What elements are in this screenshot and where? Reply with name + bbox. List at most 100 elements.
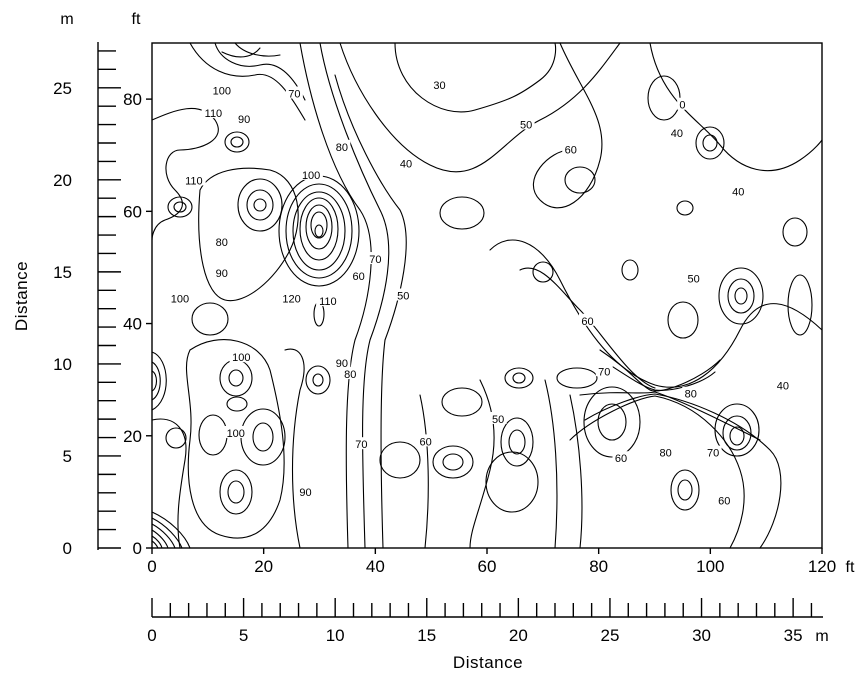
- contour-label: 60: [419, 436, 431, 448]
- contour-label-bg: [657, 445, 675, 458]
- contour-label-bg: [182, 173, 206, 186]
- contour-label: 60: [565, 145, 577, 157]
- contour-line: [556, 367, 598, 389]
- y-m-tick-label: 0: [63, 539, 72, 558]
- x-ft-tick-labels: 0 20 40 60 80 100 120: [147, 557, 836, 576]
- contour-line: [284, 348, 305, 549]
- contour-line: [151, 517, 183, 549]
- contour-line: [185, 339, 285, 539]
- contour-line: [227, 480, 245, 504]
- contour-label: 60: [581, 316, 593, 328]
- contour-line: [695, 126, 725, 160]
- contour-line: [253, 198, 267, 212]
- contour-line: [532, 261, 554, 283]
- contour-label-bg: [352, 437, 370, 450]
- contour-line: [319, 42, 390, 549]
- contour-label-bg: [316, 294, 340, 307]
- contour-label-bg: [704, 445, 722, 458]
- contour-label-bg: [682, 386, 700, 399]
- contour-line: [579, 391, 761, 441]
- contour-line: [305, 204, 333, 250]
- contour-line: [677, 479, 693, 501]
- contour-label-bg: [677, 97, 688, 110]
- y-ft-tick-label: 80: [123, 90, 142, 109]
- contour-label-bg: [489, 411, 507, 424]
- contour-line: [569, 394, 583, 549]
- contour-line: [191, 302, 229, 336]
- contour-line: [621, 259, 639, 281]
- x-ft-unit: ft: [846, 559, 855, 576]
- x-m-tick-label: 20: [509, 626, 528, 645]
- contour-label: 80: [336, 142, 348, 154]
- contour-line: [214, 42, 306, 101]
- x-ft-tick-label: 20: [254, 557, 273, 576]
- contour-line: [151, 418, 187, 549]
- contour-line: [489, 239, 823, 388]
- contour-line: [312, 373, 324, 387]
- x-m-tick-label: 0: [147, 626, 156, 645]
- contour-label: 90: [336, 358, 348, 370]
- contour-label: 100: [227, 428, 245, 440]
- x-m-tick-labels: 0 5 10 15 20 25 30 35: [147, 626, 802, 645]
- contour-label-bg: [297, 484, 315, 497]
- contour-label: 70: [369, 254, 381, 266]
- contour-label-bg: [579, 313, 596, 326]
- contour-label-bg: [279, 291, 304, 304]
- contour-line: [167, 196, 193, 218]
- contour-line: [722, 415, 752, 451]
- contour-line: [246, 189, 274, 221]
- contour-label: 0: [679, 100, 685, 112]
- y-m-tick-label: 10: [53, 355, 72, 374]
- contour-label: 40: [777, 380, 789, 392]
- contour-line: [173, 201, 187, 213]
- contour-line: [649, 42, 823, 172]
- x-m-unit: m: [815, 628, 828, 645]
- contour-line: [237, 178, 283, 232]
- contour-line: [165, 427, 187, 449]
- contour-label-bg: [350, 268, 368, 281]
- contour-label: 110: [185, 175, 203, 187]
- contour-label: 50: [397, 291, 409, 303]
- contour-line: [727, 278, 755, 314]
- contour-line: [394, 42, 557, 113]
- contour-label: 60: [718, 495, 730, 507]
- contour-label-bg: [397, 156, 415, 169]
- contour-label: 110: [319, 296, 337, 308]
- contour-line: [334, 74, 407, 549]
- contour-label: 40: [732, 187, 744, 199]
- contour-line: [151, 535, 163, 549]
- contour-line: [198, 167, 299, 302]
- y-ft-tick-label: 0: [133, 539, 142, 558]
- y-ft-tick-label: 60: [123, 202, 142, 221]
- y-m-tick-labels: 0 5 10 15 20 25: [53, 79, 72, 558]
- contour-label-bg: [168, 291, 192, 304]
- contour-line: [609, 364, 716, 391]
- contour-label-bg: [213, 266, 231, 279]
- contour-label-bg: [612, 451, 630, 464]
- contour-line: [569, 395, 745, 549]
- contour-label: 90: [216, 268, 228, 280]
- contour-label-bg: [201, 106, 226, 119]
- contour-line: [419, 394, 429, 549]
- contour-label: 30: [433, 80, 445, 92]
- contour-label: 100: [302, 170, 320, 182]
- contour-label-bg: [333, 355, 351, 368]
- contour-label-bg: [685, 271, 703, 284]
- contour-label-bg: [333, 139, 351, 152]
- contour-line: [441, 387, 483, 417]
- contour-line: [584, 393, 782, 549]
- y-m-tick-label: 20: [53, 171, 72, 190]
- contour-label: 50: [492, 414, 504, 426]
- contour-line: [564, 166, 596, 194]
- contour-line: [226, 396, 248, 412]
- contour-line: [299, 197, 339, 261]
- contour-label-bg: [213, 235, 231, 248]
- contour-line: [599, 349, 721, 392]
- contour-label-bg: [431, 78, 449, 91]
- contour-label: 80: [216, 237, 228, 249]
- x-m-tick-label: 35: [784, 626, 803, 645]
- x-m-tick-label: 5: [239, 626, 248, 645]
- contour-label: 90: [299, 487, 311, 499]
- x-m-tick-label: 25: [600, 626, 619, 645]
- contour-label-bg: [235, 111, 253, 124]
